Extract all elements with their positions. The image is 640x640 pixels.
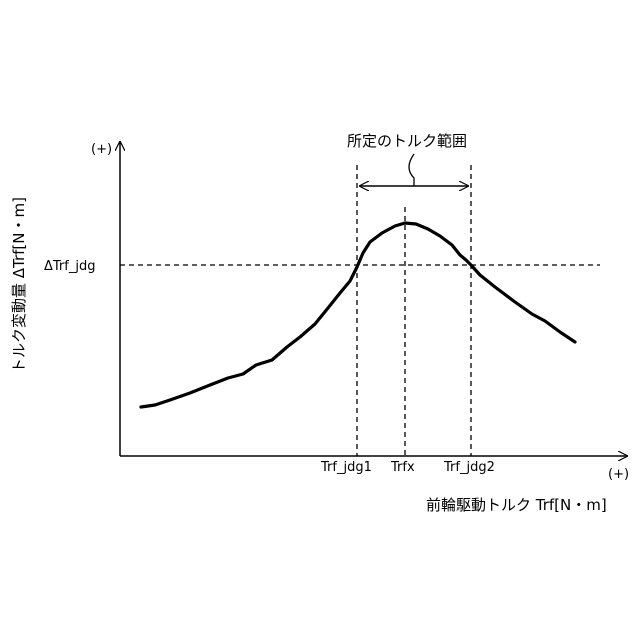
torque-curve [141, 223, 575, 407]
y-axis-plus-label: (+) [91, 142, 112, 157]
x-axis-plus-label: (+) [608, 467, 629, 482]
tick-jdg2: Trf_jdg2 [443, 460, 495, 475]
tick-jdg1: Trf_jdg1 [320, 460, 372, 475]
tick-trfx: Trfx [390, 460, 415, 475]
x-axis-title: 前輪駆動トルク Trf[N・m] [426, 496, 607, 514]
range-label: 所定のトルク範囲 [347, 132, 467, 150]
range-leader [409, 154, 414, 186]
y-axis-title: トルク変動量 ΔTrf[N・m] [10, 197, 28, 373]
threshold-label: ΔTrf_jdg [44, 259, 95, 274]
